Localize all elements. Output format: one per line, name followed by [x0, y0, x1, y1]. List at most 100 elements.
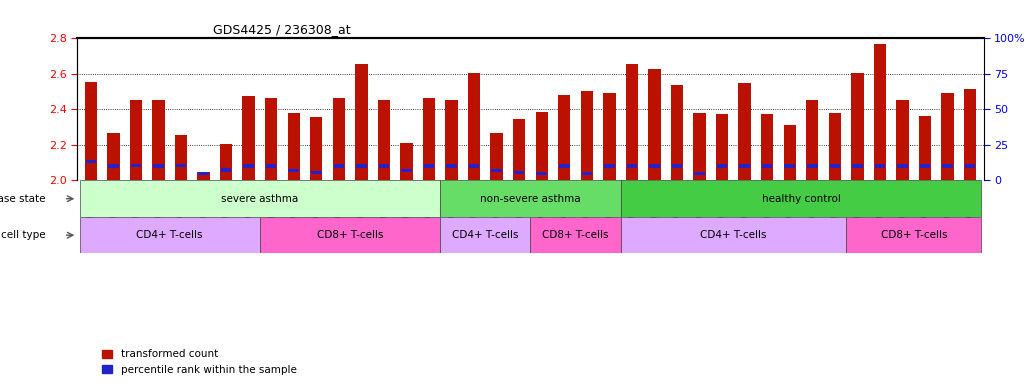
Bar: [739, 83, 751, 180]
Text: CD8+ T-cells: CD8+ T-cells: [881, 230, 947, 240]
Bar: [176, 164, 186, 167]
Bar: [920, 164, 930, 167]
Bar: [468, 73, 480, 180]
Bar: [965, 164, 975, 167]
Bar: [333, 98, 345, 180]
Text: CD4+ T-cells: CD4+ T-cells: [452, 230, 519, 240]
Bar: [514, 171, 524, 174]
Bar: [445, 100, 457, 180]
Bar: [131, 164, 141, 167]
Bar: [153, 164, 164, 167]
Bar: [626, 164, 638, 167]
Bar: [107, 133, 119, 180]
Bar: [873, 44, 886, 180]
Bar: [310, 117, 322, 180]
Bar: [491, 169, 502, 172]
Bar: [401, 143, 413, 180]
Bar: [941, 93, 954, 180]
Bar: [513, 119, 525, 180]
Bar: [716, 114, 728, 180]
Bar: [671, 84, 683, 180]
Bar: [648, 70, 660, 180]
Bar: [897, 164, 907, 167]
Bar: [874, 164, 885, 167]
Bar: [79, 180, 440, 217]
Bar: [852, 164, 863, 167]
Bar: [311, 171, 321, 174]
Bar: [530, 217, 621, 253]
Bar: [288, 169, 299, 172]
Bar: [356, 164, 367, 167]
Text: non-severe asthma: non-severe asthma: [480, 194, 581, 204]
Text: CD8+ T-cells: CD8+ T-cells: [542, 230, 609, 240]
Bar: [649, 164, 660, 167]
Bar: [672, 164, 682, 167]
Bar: [175, 135, 187, 180]
Bar: [490, 132, 503, 180]
Bar: [582, 172, 592, 175]
Text: severe asthma: severe asthma: [221, 194, 299, 204]
Bar: [79, 217, 260, 253]
Bar: [242, 96, 254, 180]
Text: GDS4425 / 236308_at: GDS4425 / 236308_at: [213, 23, 351, 36]
Bar: [808, 164, 818, 167]
Bar: [581, 91, 593, 180]
Bar: [717, 164, 727, 167]
Bar: [130, 100, 142, 180]
Bar: [762, 164, 772, 167]
Bar: [152, 100, 165, 180]
Bar: [440, 217, 530, 253]
Bar: [761, 114, 774, 180]
Bar: [851, 73, 863, 180]
Legend: transformed count, percentile rank within the sample: transformed count, percentile rank withi…: [98, 345, 301, 379]
Bar: [287, 113, 300, 180]
Text: disease state: disease state: [0, 194, 45, 204]
Bar: [621, 180, 982, 217]
Bar: [829, 113, 842, 180]
Bar: [604, 93, 616, 180]
Bar: [604, 164, 615, 167]
Bar: [423, 164, 435, 167]
Bar: [401, 169, 412, 172]
Bar: [446, 164, 456, 167]
Text: cell type: cell type: [1, 230, 45, 240]
Text: CD4+ T-cells: CD4+ T-cells: [136, 230, 203, 240]
Bar: [621, 217, 846, 253]
Bar: [220, 168, 232, 172]
Bar: [198, 172, 210, 180]
Bar: [440, 180, 621, 217]
Bar: [266, 164, 276, 167]
Bar: [896, 100, 908, 180]
Bar: [537, 172, 547, 175]
Text: CD4+ T-cells: CD4+ T-cells: [700, 230, 766, 240]
Bar: [260, 217, 440, 253]
Bar: [942, 164, 953, 167]
Bar: [379, 164, 389, 167]
Bar: [784, 126, 796, 180]
Bar: [740, 164, 750, 167]
Bar: [469, 164, 479, 167]
Bar: [84, 82, 97, 180]
Bar: [694, 172, 705, 175]
Bar: [378, 100, 390, 180]
Bar: [536, 112, 548, 180]
Bar: [625, 64, 639, 180]
Bar: [559, 164, 570, 167]
Text: healthy control: healthy control: [761, 194, 840, 204]
Bar: [334, 164, 344, 167]
Bar: [422, 98, 436, 180]
Bar: [85, 159, 96, 163]
Bar: [964, 89, 976, 180]
Bar: [108, 164, 118, 167]
Bar: [355, 64, 368, 180]
Bar: [829, 164, 840, 167]
Text: CD8+ T-cells: CD8+ T-cells: [317, 230, 383, 240]
Bar: [243, 164, 253, 167]
Bar: [265, 98, 277, 180]
Bar: [785, 164, 795, 167]
Bar: [919, 116, 931, 180]
Bar: [198, 172, 209, 175]
Bar: [558, 95, 571, 180]
Bar: [693, 113, 706, 180]
Bar: [806, 100, 819, 180]
